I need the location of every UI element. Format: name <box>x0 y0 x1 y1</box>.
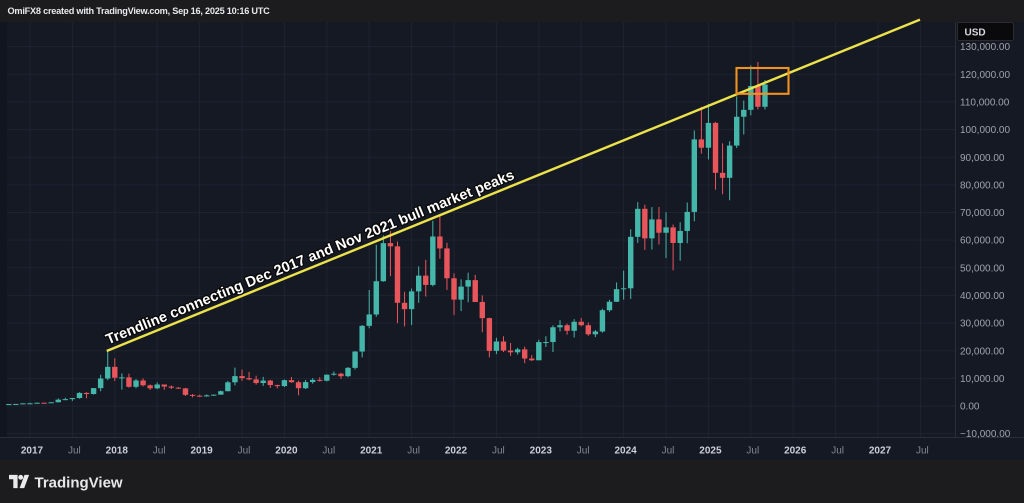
svg-text:0.00: 0.00 <box>960 402 980 413</box>
svg-text:TradingView: TradingView <box>35 475 123 492</box>
svg-text:Jul: Jul <box>662 446 675 457</box>
svg-text:2017: 2017 <box>21 446 44 457</box>
svg-text:40,000.00: 40,000.00 <box>960 291 1005 302</box>
svg-text:120,000.00: 120,000.00 <box>960 70 1010 81</box>
svg-text:2024: 2024 <box>614 446 637 457</box>
svg-text:60,000.00: 60,000.00 <box>960 236 1005 247</box>
svg-text:Jul: Jul <box>407 446 420 457</box>
svg-text:USD: USD <box>965 28 986 39</box>
svg-text:−10,000.00: −10,000.00 <box>960 429 1011 440</box>
svg-text:10,000.00: 10,000.00 <box>960 374 1005 385</box>
svg-text:90,000.00: 90,000.00 <box>960 153 1005 164</box>
svg-text:130,000.00: 130,000.00 <box>960 42 1010 53</box>
svg-text:Jul: Jul <box>492 446 505 457</box>
svg-text:2019: 2019 <box>190 446 213 457</box>
svg-text:2021: 2021 <box>360 446 383 457</box>
svg-text:Jul: Jul <box>322 446 335 457</box>
svg-text:Jul: Jul <box>68 446 81 457</box>
svg-text:2026: 2026 <box>784 446 807 457</box>
svg-text:50,000.00: 50,000.00 <box>960 263 1005 274</box>
svg-text:Jul: Jul <box>746 446 759 457</box>
svg-text:2025: 2025 <box>699 446 722 457</box>
svg-text:80,000.00: 80,000.00 <box>960 181 1005 192</box>
svg-text:110,000.00: 110,000.00 <box>960 98 1010 109</box>
svg-text:OmiFX8 created with TradingVie: OmiFX8 created with TradingView.com, Sep… <box>8 6 271 16</box>
svg-text:Jul: Jul <box>238 446 251 457</box>
svg-text:30,000.00: 30,000.00 <box>960 319 1005 330</box>
svg-text:2020: 2020 <box>275 446 298 457</box>
svg-text:Jul: Jul <box>577 446 590 457</box>
svg-text:2018: 2018 <box>106 446 129 457</box>
svg-text:100,000.00: 100,000.00 <box>960 125 1010 136</box>
svg-text:Jul: Jul <box>831 446 844 457</box>
svg-text:70,000.00: 70,000.00 <box>960 208 1005 219</box>
svg-text:Jul: Jul <box>916 446 929 457</box>
svg-text:2022: 2022 <box>445 446 468 457</box>
svg-text:2023: 2023 <box>530 446 553 457</box>
svg-text:Jul: Jul <box>153 446 166 457</box>
svg-text:20,000.00: 20,000.00 <box>960 346 1005 357</box>
svg-text:2027: 2027 <box>869 446 892 457</box>
